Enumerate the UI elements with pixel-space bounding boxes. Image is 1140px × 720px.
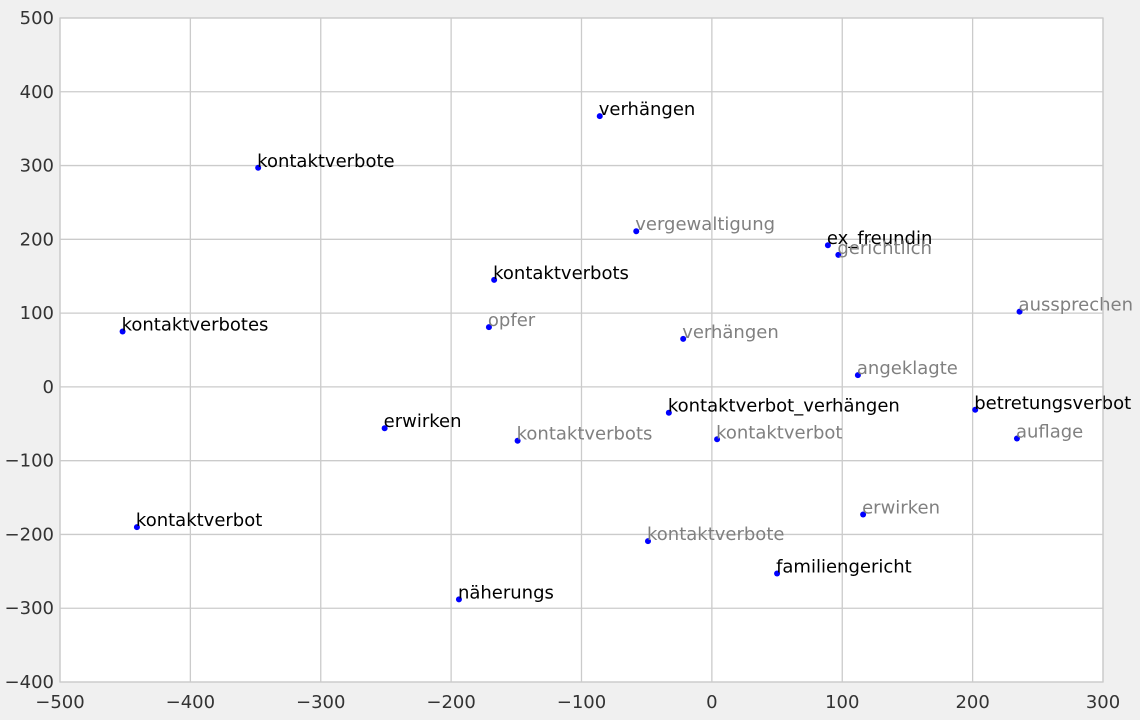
point-label-secondary: verhängen xyxy=(682,322,779,343)
data-point xyxy=(680,335,687,342)
data-point xyxy=(824,242,831,249)
data-point xyxy=(1013,435,1020,442)
point-label-primary: kontaktverbots xyxy=(493,263,629,284)
point-label-primary: verhängen xyxy=(599,99,696,120)
x-tick-label: −400 xyxy=(166,692,215,713)
y-tick-label: −300 xyxy=(5,598,54,619)
x-tick-label: 300 xyxy=(1086,692,1120,713)
point-label-primary: näherungs xyxy=(458,582,554,603)
point-label-primary: kontaktverbote xyxy=(257,151,394,172)
x-tick-label: 0 xyxy=(706,692,717,713)
point-labels: verhängenkontaktverboteex_freundinkontak… xyxy=(122,99,1133,603)
point-label-secondary: kontaktverbot xyxy=(716,422,842,443)
x-tick-label: −100 xyxy=(557,692,606,713)
data-point xyxy=(119,328,126,335)
data-point xyxy=(1016,308,1023,315)
x-tick-label: −200 xyxy=(426,692,475,713)
data-point xyxy=(854,372,861,379)
x-tick-label: −500 xyxy=(35,692,84,713)
point-label-secondary: angeklagte xyxy=(857,358,958,379)
x-tick-label: 200 xyxy=(955,692,989,713)
point-label-secondary: aussprechen xyxy=(1019,295,1134,316)
point-label-primary: betretungsverbot xyxy=(974,393,1131,414)
data-point xyxy=(860,511,867,518)
y-tick-label: −400 xyxy=(5,672,54,693)
data-point xyxy=(774,570,781,577)
data-point xyxy=(633,228,640,235)
y-tick-label: 400 xyxy=(20,82,54,103)
point-label-primary: erwirken xyxy=(384,411,462,432)
data-point xyxy=(491,276,498,283)
point-label-primary: kontaktverbot_verhängen xyxy=(668,396,900,417)
y-tick-label: 200 xyxy=(20,229,54,250)
data-point xyxy=(596,113,603,120)
point-label-secondary: kontaktverbots xyxy=(517,424,653,445)
y-tick-label: −100 xyxy=(5,451,54,472)
y-tick-label: −200 xyxy=(5,524,54,545)
point-label-primary: ex_freundin xyxy=(827,228,932,249)
data-point xyxy=(514,437,521,444)
data-point xyxy=(455,596,462,603)
x-tick-label: −300 xyxy=(296,692,345,713)
data-point xyxy=(972,406,979,413)
x-tick-label: 100 xyxy=(825,692,859,713)
data-point xyxy=(835,251,842,258)
data-points xyxy=(119,113,1023,603)
data-point xyxy=(133,524,140,531)
y-tick-label: 0 xyxy=(43,377,54,398)
point-label-secondary: gerichtlich xyxy=(837,238,932,259)
point-label-primary: kontaktverbot xyxy=(136,510,262,531)
data-point xyxy=(665,409,672,416)
data-point xyxy=(381,425,388,432)
data-point xyxy=(644,538,651,545)
point-label-secondary: kontaktverbote xyxy=(647,524,784,545)
axis-ticks: −500 −400 −300 −200 −100 0 100 200 300−400−300−2… xyxy=(5,8,1121,713)
point-label-secondary: auflage xyxy=(1016,422,1083,443)
point-label-secondary: opfer xyxy=(488,310,536,331)
data-point xyxy=(485,324,492,331)
plot-frame xyxy=(59,17,1104,683)
y-tick-label: 100 xyxy=(20,303,54,324)
y-tick-label: 300 xyxy=(20,156,54,177)
point-label-primary: familiengericht xyxy=(776,557,912,578)
point-label-secondary: erwirken xyxy=(862,498,940,519)
data-point xyxy=(255,164,262,171)
point-label-secondary: vergewaltigung xyxy=(635,214,775,235)
y-tick-label: 500 xyxy=(20,8,54,29)
point-label-primary: kontaktverbotes xyxy=(122,315,269,336)
data-point xyxy=(714,436,721,443)
